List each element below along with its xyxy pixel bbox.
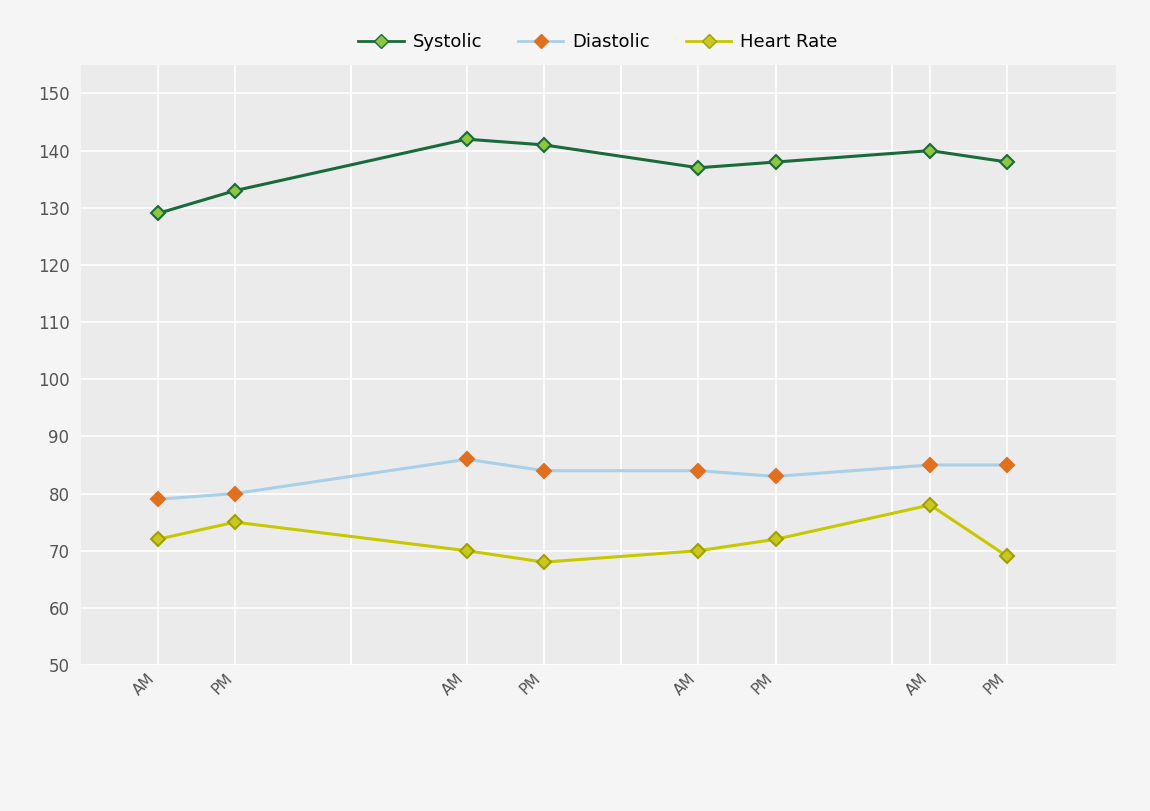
Legend: Systolic, Diastolic, Heart Rate: Systolic, Diastolic, Heart Rate (351, 26, 845, 58)
